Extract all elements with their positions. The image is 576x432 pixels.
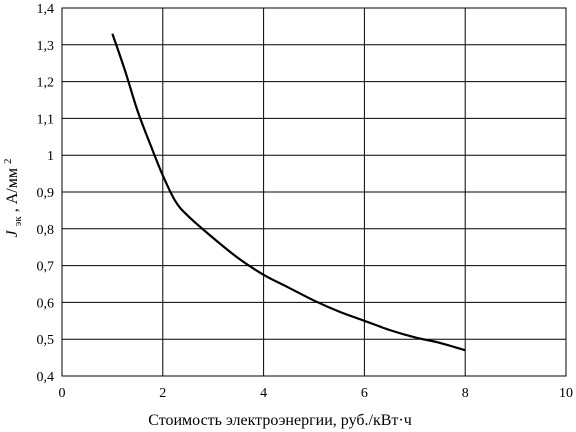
series-line-0: [111, 33, 466, 352]
y-tick-label: 1,1: [37, 112, 55, 127]
y-tick-label: 1: [47, 149, 54, 164]
y-tick-label: 0,9: [37, 186, 55, 201]
chart-grid: [61, 7, 567, 377]
y-tick-label: 0,4: [37, 370, 55, 385]
y-axis-subscript: эк: [12, 216, 24, 227]
x-tick-label: 0: [59, 386, 66, 401]
y-tick-label: 0,7: [37, 260, 55, 275]
y-tick-label: 1,4: [37, 2, 55, 17]
y-tick-label: 0,6: [37, 296, 55, 311]
plot-frame: [61, 7, 567, 377]
y-axis-label: J эк , А/мм 2: [2, 159, 25, 238]
x-tick-labels: 0 2 4 6 8 10: [59, 386, 574, 401]
y-tick-label: 1,2: [37, 76, 55, 91]
x-axis-label: Стоимость электроэнергии, руб./кВт·ч: [148, 412, 412, 429]
x-tick-label: 4: [260, 386, 267, 401]
x-tick-label: 6: [361, 386, 368, 401]
series-layer: [111, 33, 466, 352]
x-tick-label: 8: [462, 386, 469, 401]
y-tick-label: 0,5: [37, 333, 55, 348]
y-axis-symbol: J: [4, 229, 21, 237]
x-tick-label: 10: [559, 386, 573, 401]
y-tick-label: 1,3: [37, 39, 55, 54]
x-tick-label: 2: [159, 386, 166, 401]
y-tick-labels: 0,4 0,5 0,6 0,7 0,8 0,9 1 1,1 1,2 1,3 1,4: [37, 2, 55, 385]
y-tick-label: 0,8: [37, 223, 55, 238]
y-axis-unit: , А/мм: [4, 168, 21, 212]
y-axis-unit-superscript: 2: [2, 159, 14, 165]
